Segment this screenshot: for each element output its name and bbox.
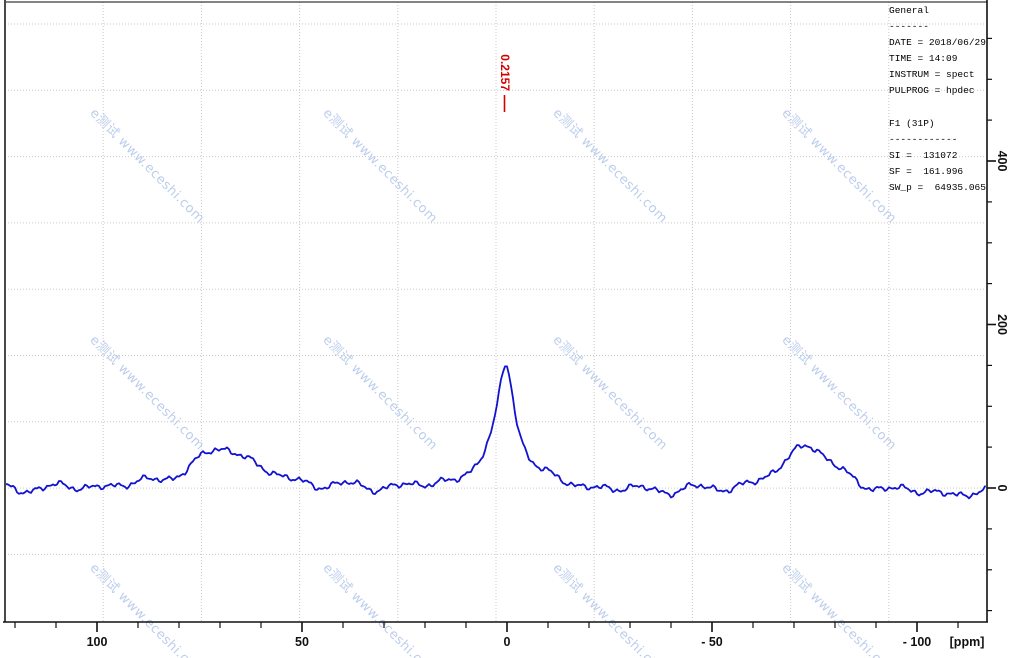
svg-text:50: 50 <box>295 635 309 649</box>
acquisition-parameters-panel: General ------- DATE = 2018/06/29 TIME = 14… <box>889 3 986 196</box>
parameter-line: SF = 161.996 <box>889 165 964 177</box>
parameter-line: TIME = 14:09 <box>889 53 958 65</box>
y-axis-tick-labels: 400 200 0 <box>995 151 1009 492</box>
y-axis-ticks <box>987 37 996 612</box>
peak-annotation: 0.2157 <box>498 54 512 112</box>
parameter-line: INSTRUM = spect <box>889 69 975 81</box>
svg-text:100: 100 <box>87 635 108 649</box>
x-axis-ticks <box>14 622 959 632</box>
parameter-line: SI = 131072 <box>889 149 958 161</box>
parameter-line: DATE = 2018/06/29 <box>889 37 986 49</box>
x-axis-unit-label: [ppm] <box>950 635 985 649</box>
parameter-line: PULPROG = hpdec <box>889 85 975 97</box>
plot-frame <box>3 0 988 623</box>
parameter-line: SW_p = 64935.065 <box>889 182 986 194</box>
svg-text:- 50: - 50 <box>701 635 723 649</box>
parameter-line: F1 (31P) <box>889 117 935 129</box>
svg-text:0: 0 <box>995 485 1009 492</box>
x-axis-tick-labels: 100 50 0 - 50 - 100 [ppm] <box>87 635 985 649</box>
parameter-line: ------------ <box>889 133 958 145</box>
spectrum-trace <box>4 365 986 500</box>
svg-text:- 100: - 100 <box>903 635 932 649</box>
parameter-line: ------- <box>889 21 929 33</box>
grid-lines <box>5 2 987 622</box>
parameter-line <box>889 100 986 116</box>
svg-text:400: 400 <box>995 151 1009 172</box>
parameter-line: General <box>889 5 929 16</box>
svg-text:200: 200 <box>995 314 1009 335</box>
svg-text:0: 0 <box>504 635 511 649</box>
peak-annotation-label: 0.2157 <box>498 54 512 91</box>
